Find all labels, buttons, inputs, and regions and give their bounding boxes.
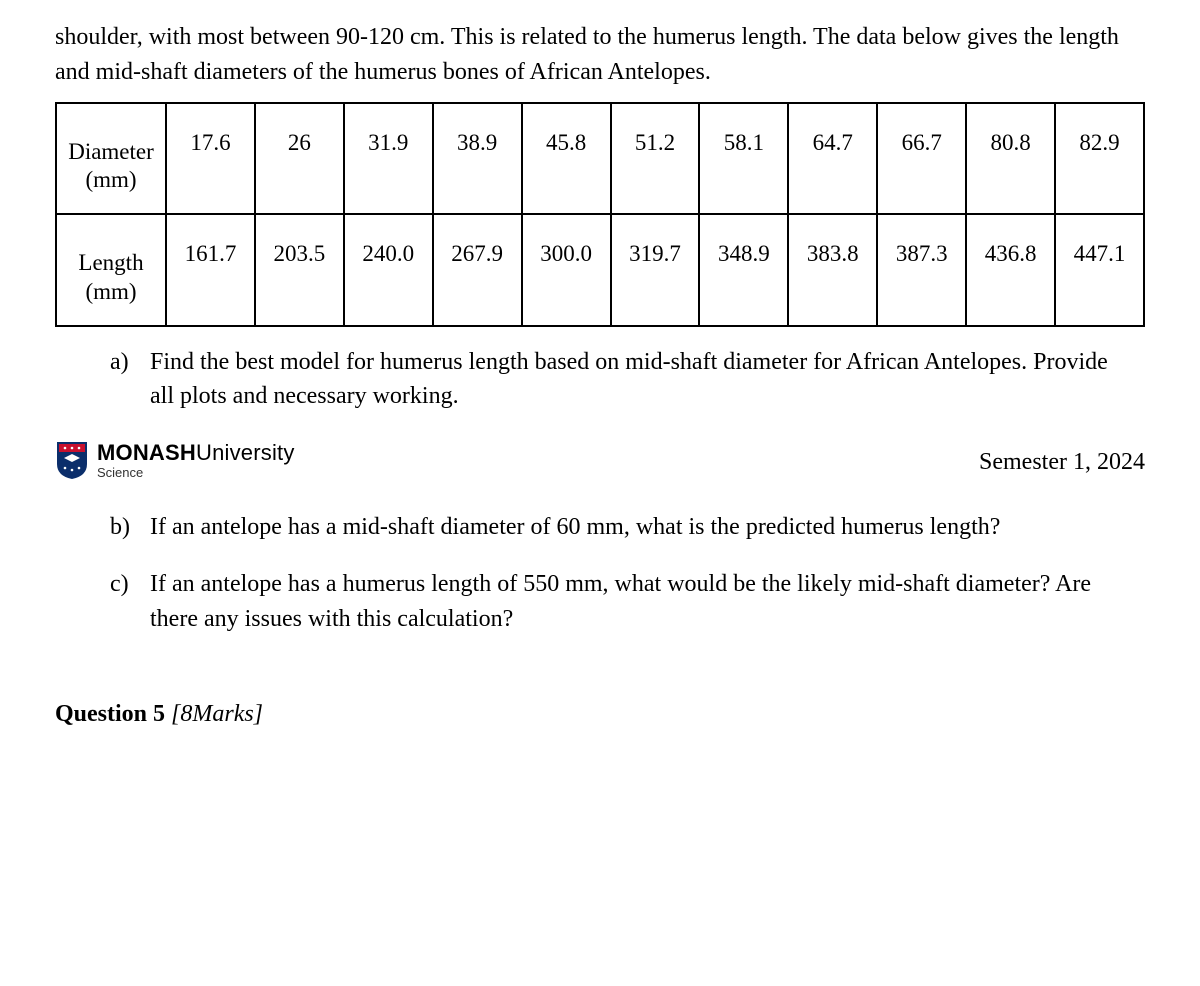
- logo-university-text: MONASHUniversity: [97, 442, 295, 464]
- question-5-marks: [8Marks]: [171, 701, 263, 727]
- row-header-diameter: Diameter (mm): [56, 103, 166, 215]
- cell: 383.8: [788, 214, 877, 326]
- row-header-label: Diameter: [61, 138, 161, 167]
- cell: 51.2: [611, 103, 700, 215]
- logo-subline: Science: [97, 466, 295, 479]
- cell: 161.7: [166, 214, 255, 326]
- row-header-label: Length: [61, 249, 161, 278]
- logo-light: University: [196, 440, 295, 465]
- cell: 300.0: [522, 214, 611, 326]
- cell: 26: [255, 103, 344, 215]
- table-row: Length (mm) 161.7 203.5 240.0 267.9 300.…: [56, 214, 1144, 326]
- cell: 319.7: [611, 214, 700, 326]
- cell: 387.3: [877, 214, 966, 326]
- question-list-top: a) Find the best model for humerus lengt…: [110, 345, 1135, 415]
- question-text: If an antelope has a humerus length of 5…: [150, 571, 1091, 632]
- question-a: a) Find the best model for humerus lengt…: [110, 345, 1135, 415]
- cell: 17.6: [166, 103, 255, 215]
- row-header-unit: (mm): [61, 166, 161, 195]
- row-header-length: Length (mm): [56, 214, 166, 326]
- question-list-bottom: b) If an antelope has a mid-shaft diamet…: [110, 510, 1135, 636]
- question-b: b) If an antelope has a mid-shaft diamet…: [110, 510, 1135, 545]
- question-c: c) If an antelope has a humerus length o…: [110, 567, 1135, 637]
- cell: 45.8: [522, 103, 611, 215]
- cell: 203.5: [255, 214, 344, 326]
- semester-label: Semester 1, 2024: [979, 445, 1145, 480]
- question-text: Find the best model for humerus length b…: [150, 349, 1108, 410]
- question-5-heading: Question 5 [8Marks]: [55, 697, 1145, 732]
- cell: 436.8: [966, 214, 1055, 326]
- row-header-unit: (mm): [61, 278, 161, 307]
- shield-icon: [55, 440, 89, 480]
- cell: 447.1: [1055, 214, 1144, 326]
- cell: 58.1: [699, 103, 788, 215]
- logo-bold: MONASH: [97, 440, 196, 465]
- monash-logo: MONASHUniversity Science: [55, 440, 295, 480]
- cell: 31.9: [344, 103, 433, 215]
- page-footer-header-row: MONASHUniversity Science Semester 1, 202…: [55, 440, 1145, 480]
- intro-text: shoulder, with most between 90-120 cm. T…: [55, 20, 1145, 90]
- cell: 64.7: [788, 103, 877, 215]
- question-5-title: Question 5: [55, 701, 171, 727]
- data-table: Diameter (mm) 17.6 26 31.9 38.9 45.8 51.…: [55, 102, 1145, 327]
- cell: 267.9: [433, 214, 522, 326]
- cell: 38.9: [433, 103, 522, 215]
- cell: 82.9: [1055, 103, 1144, 215]
- cell: 80.8: [966, 103, 1055, 215]
- table-row: Diameter (mm) 17.6 26 31.9 38.9 45.8 51.…: [56, 103, 1144, 215]
- cell: 66.7: [877, 103, 966, 215]
- cell: 348.9: [699, 214, 788, 326]
- question-marker: a): [110, 345, 129, 380]
- cell: 240.0: [344, 214, 433, 326]
- question-marker: c): [110, 567, 129, 602]
- question-marker: b): [110, 510, 130, 545]
- question-text: If an antelope has a mid-shaft diameter …: [150, 514, 1000, 540]
